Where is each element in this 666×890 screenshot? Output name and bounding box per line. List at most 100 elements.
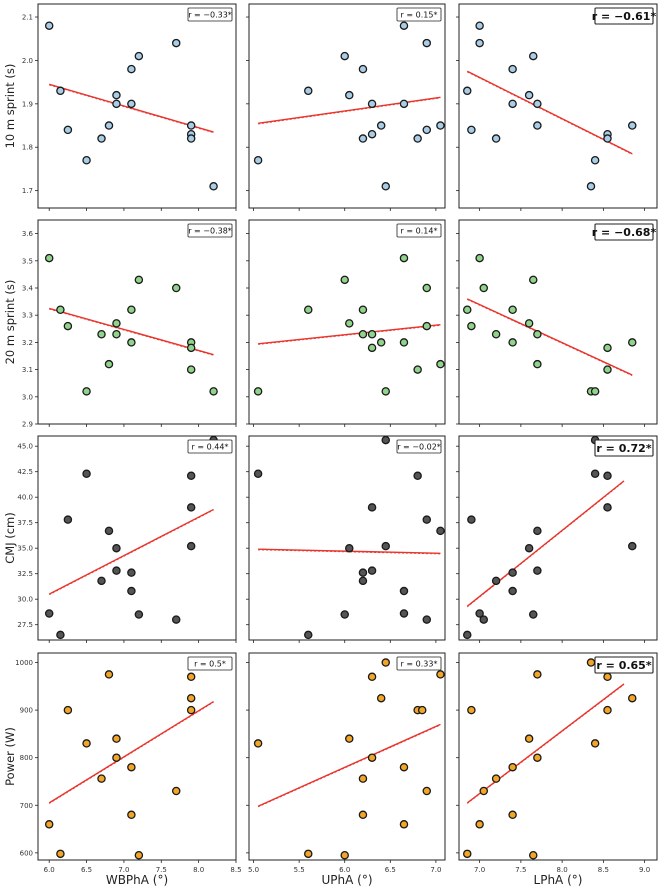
data-point (462, 86, 472, 96)
data-point (82, 156, 91, 165)
y-tick-label: 3.0 (22, 393, 33, 401)
x-tick-label: 7.0 (430, 866, 441, 874)
panel-1-1: r = 0.14* (246, 219, 446, 427)
x-axis-label: WBPhA (°) (106, 873, 168, 887)
y-tick-label: 27.5 (17, 621, 33, 629)
data-point (63, 125, 73, 135)
data-point (508, 568, 517, 577)
data-point (304, 86, 313, 96)
panel-frame (458, 652, 658, 861)
data-point (358, 64, 368, 74)
data-point (381, 387, 390, 396)
data-point (376, 121, 386, 130)
data-point (97, 576, 106, 586)
regression-line (466, 298, 633, 376)
correlation-box (187, 223, 233, 238)
data-point (475, 253, 484, 263)
data-point (399, 338, 409, 347)
data-point (533, 566, 542, 575)
regression-line (257, 723, 441, 807)
regression-line (258, 324, 441, 345)
data-point (491, 576, 501, 586)
y-tick-label: 1.8 (22, 144, 33, 152)
correlation-label: r = −0.38* (188, 227, 232, 236)
panel-frame (458, 219, 658, 425)
data-point (413, 365, 422, 374)
data-point (508, 305, 517, 315)
data-point (134, 610, 144, 619)
regression-line-dashed (467, 481, 625, 608)
data-point (399, 820, 409, 829)
data-point (358, 329, 368, 339)
y-tick-label: 32.5 (17, 570, 33, 578)
data-point (603, 672, 612, 682)
data-point (82, 739, 91, 748)
data-point (44, 253, 54, 263)
regression-line-dashed (49, 702, 214, 804)
x-axis-label: UPhA (°) (321, 873, 372, 887)
data-point (508, 338, 517, 347)
x-tick-label: 5.5 (294, 866, 305, 874)
data-point (533, 121, 542, 130)
y-tick-label: 900 (20, 707, 33, 715)
data-point (399, 253, 409, 263)
data-point (586, 658, 596, 667)
data-point (358, 774, 368, 783)
data-point (44, 609, 54, 618)
data-point (112, 543, 121, 553)
panel-3-1: 5.0 5.5 6.0 6.5 7.0 r = 0.33* (246, 652, 446, 874)
data-point (508, 762, 517, 772)
correlation-label: r = 0.15* (401, 11, 438, 20)
regression-line-dashed (257, 724, 441, 808)
regression-line-dashed (258, 325, 441, 345)
data-point (186, 343, 196, 353)
data-point (127, 305, 136, 315)
y-tick-label: 3.3 (22, 312, 33, 320)
data-point (340, 850, 349, 860)
data-point (304, 630, 313, 640)
data-point (97, 134, 106, 143)
y-axis-label: Power (W) (3, 727, 17, 786)
data-point (358, 305, 368, 315)
panel-3-0: 600 700 800 900 1000 6.0 6.5 7.0 7.5 8.0 8.5 r = 0.… (15, 652, 242, 874)
data-point (186, 365, 196, 374)
x-axis-label: LPhA (°) (534, 873, 583, 887)
data-point (253, 387, 263, 396)
data-point (63, 705, 73, 715)
x-tick-label: 7.0 (118, 866, 129, 874)
data-point (467, 321, 476, 331)
x-tick-label: 6.5 (81, 866, 92, 874)
data-point (436, 121, 445, 130)
data-point (186, 121, 196, 130)
data-point (479, 283, 488, 293)
data-point (127, 586, 136, 596)
data-point (358, 134, 368, 143)
data-point (533, 670, 542, 679)
data-point (628, 541, 637, 551)
data-point (134, 51, 144, 61)
data-point (491, 774, 501, 783)
data-point (171, 786, 181, 796)
data-point (533, 753, 542, 762)
panel-1-2: r = −0.68* (456, 219, 658, 427)
data-point (345, 734, 354, 743)
data-point (186, 503, 196, 512)
y-tick-label: 700 (20, 802, 33, 810)
data-point (112, 566, 121, 575)
regression-line-dashed (258, 97, 441, 125)
data-point (345, 319, 354, 328)
data-point (209, 182, 218, 191)
data-point (127, 64, 136, 74)
data-point (104, 670, 114, 679)
data-point (127, 99, 136, 109)
data-point (127, 762, 136, 772)
data-point (590, 469, 600, 478)
data-point (628, 693, 637, 703)
panel-frame (458, 435, 658, 641)
x-tick-label: 7.5 (156, 866, 167, 874)
data-point (586, 182, 596, 191)
data-point (508, 810, 517, 820)
y-tick-label: 800 (20, 754, 33, 762)
data-point (376, 338, 386, 347)
data-point (381, 182, 390, 191)
